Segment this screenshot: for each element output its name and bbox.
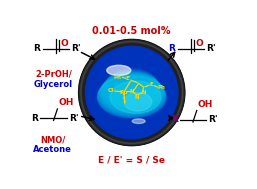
Text: R: R: [31, 114, 38, 123]
Text: 0.01-0.5 mol%: 0.01-0.5 mol%: [93, 26, 171, 36]
Text: OH: OH: [58, 98, 74, 107]
Circle shape: [86, 46, 178, 139]
Ellipse shape: [103, 71, 161, 108]
Ellipse shape: [97, 76, 166, 118]
Ellipse shape: [132, 119, 145, 123]
Text: E / E' = S / Se: E / E' = S / Se: [98, 155, 165, 164]
Text: E: E: [150, 82, 153, 87]
Text: N: N: [134, 95, 139, 100]
Text: Ru: Ru: [120, 90, 128, 95]
Text: N: N: [129, 89, 134, 94]
Text: R': R': [206, 44, 216, 53]
Ellipse shape: [110, 81, 161, 113]
Circle shape: [81, 42, 182, 143]
Text: Ph: Ph: [158, 85, 165, 90]
Ellipse shape: [101, 73, 163, 112]
Ellipse shape: [101, 73, 162, 111]
Text: O: O: [195, 39, 203, 48]
Text: R: R: [171, 115, 178, 124]
Text: 2-PrOH/: 2-PrOH/: [35, 70, 72, 79]
Text: OH: OH: [198, 100, 213, 109]
Circle shape: [80, 41, 184, 145]
Circle shape: [82, 43, 181, 142]
Circle shape: [79, 40, 185, 145]
Text: R': R': [71, 44, 81, 53]
Ellipse shape: [104, 70, 160, 106]
Circle shape: [83, 44, 181, 141]
Text: O: O: [60, 39, 68, 48]
Ellipse shape: [104, 70, 159, 105]
Ellipse shape: [107, 65, 131, 75]
Text: Glycerol: Glycerol: [34, 80, 73, 89]
Text: R': R': [69, 114, 79, 123]
Text: NMO/: NMO/: [40, 135, 66, 144]
Ellipse shape: [102, 71, 161, 109]
Text: E': E': [126, 76, 131, 81]
Text: Cl: Cl: [108, 88, 114, 93]
Text: N: N: [141, 90, 146, 95]
Text: Acetone: Acetone: [33, 145, 72, 154]
Circle shape: [79, 39, 185, 146]
Text: R': R': [208, 115, 218, 124]
Ellipse shape: [99, 75, 165, 115]
Circle shape: [80, 41, 183, 144]
Ellipse shape: [100, 74, 164, 113]
Ellipse shape: [100, 74, 163, 112]
Ellipse shape: [124, 93, 152, 111]
Text: R: R: [34, 44, 40, 53]
Ellipse shape: [98, 76, 166, 117]
Text: Ph: Ph: [114, 75, 122, 80]
Text: R: R: [168, 44, 175, 53]
Ellipse shape: [99, 74, 164, 114]
Ellipse shape: [103, 70, 160, 107]
Ellipse shape: [98, 75, 165, 116]
Ellipse shape: [102, 72, 162, 110]
